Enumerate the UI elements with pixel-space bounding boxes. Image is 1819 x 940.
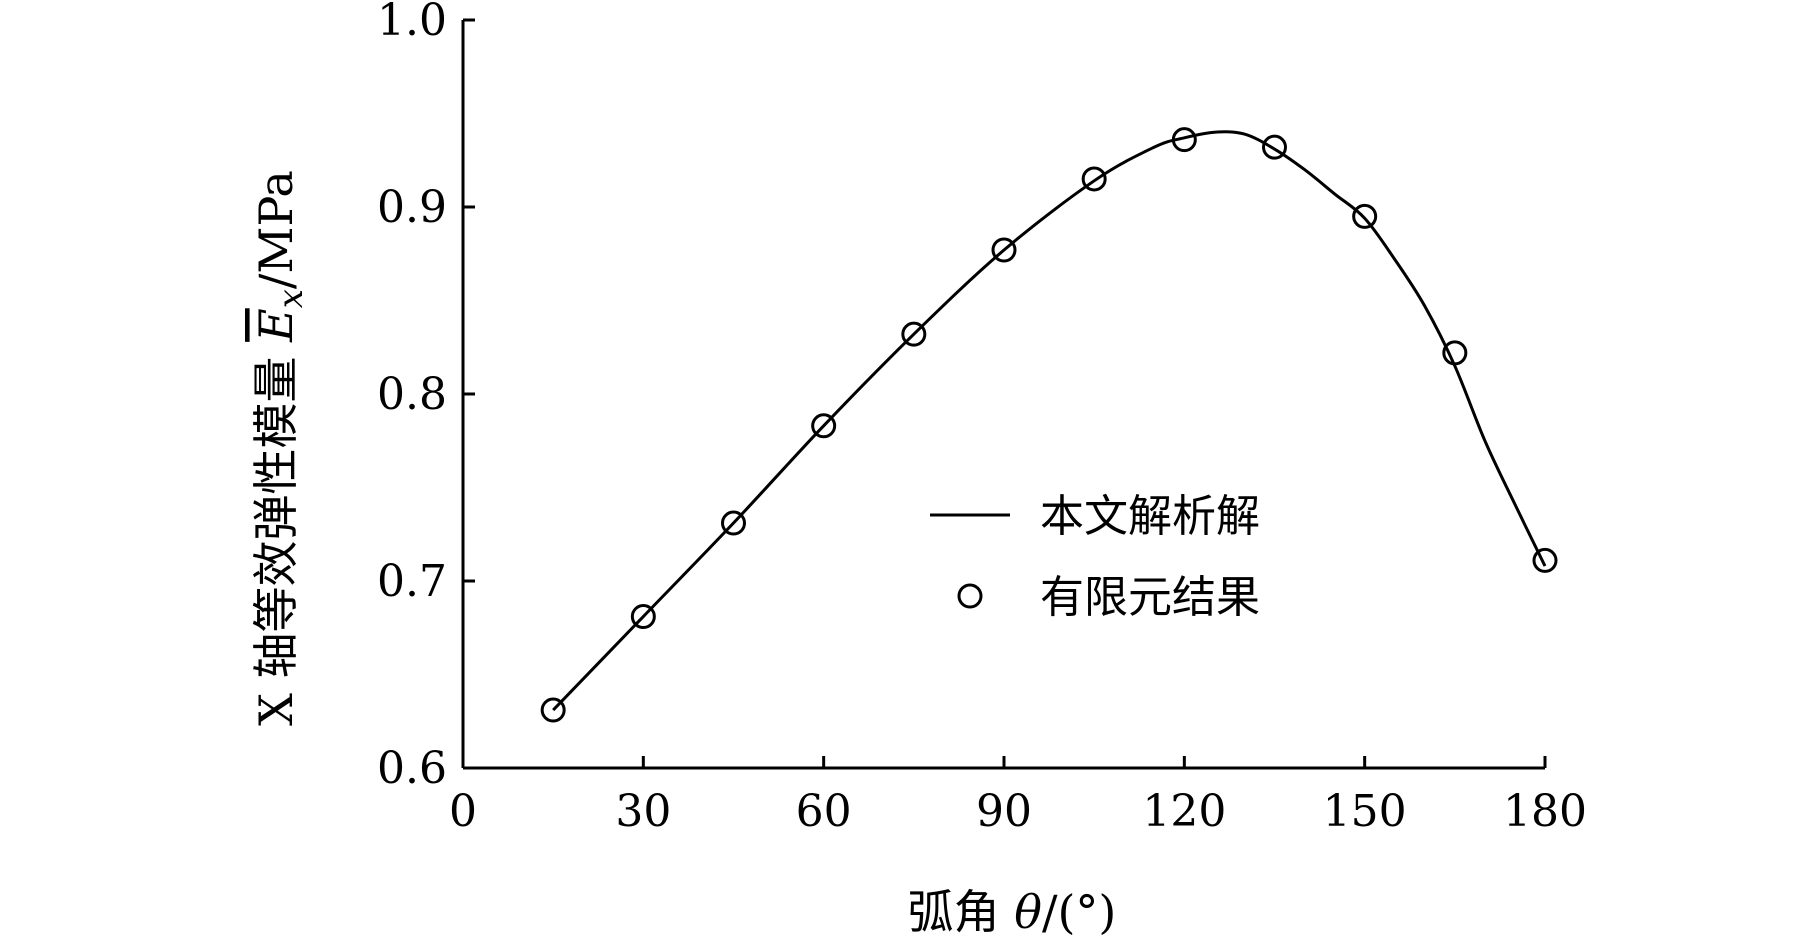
legend: 本文解析解 有限元结果 (930, 491, 1260, 623)
y-tick-label: 0.8 (377, 369, 447, 420)
fem-data-point (1532, 547, 1558, 573)
fem-data-point (1171, 127, 1197, 153)
y-axis-title-subscript: x (271, 289, 311, 308)
x-axis-title: 弧角 θ/(°) (908, 885, 1117, 939)
y-tick-label: 0.9 (377, 182, 447, 233)
analytic-solution-series (552, 130, 1547, 712)
fem-data-point (630, 604, 656, 630)
fem-data-point (1081, 166, 1107, 192)
y-tick-label: 1.0 (377, 0, 447, 46)
y-axis-title-symbol: E (249, 308, 303, 343)
fem-data-point (721, 510, 746, 536)
legend-circle-swatch (957, 583, 983, 609)
x-axis-title-symbol: θ (1014, 885, 1042, 939)
fem-data-point (1262, 134, 1287, 160)
y-tick-label: 0.6 (377, 743, 447, 794)
x-tick-label: 0 (449, 786, 477, 837)
fem-data-point (991, 237, 1017, 263)
x-tick-label: 30 (615, 786, 671, 837)
analytic-solution-line (552, 130, 1547, 712)
legend-label-analytic: 本文解析解 (1040, 491, 1260, 542)
axes (461, 20, 1545, 770)
y-axis-title: X 轴等效弹性模量 Ex/MPa (249, 170, 311, 726)
y-axis-title-suffix: /MPa (249, 170, 303, 289)
legend-label-fem: 有限元结果 (1040, 572, 1260, 623)
x-axis-title-prefix: 弧角 (908, 885, 1015, 939)
x-tick-label: 180 (1503, 786, 1587, 837)
fem-data-point (1352, 203, 1378, 229)
y-axis-title-prefix: X 轴等效弹性模量 (249, 342, 303, 726)
fem-data-point (540, 697, 566, 723)
x-axis-title-suffix: /(°) (1042, 885, 1116, 939)
fem-data-point (1442, 340, 1468, 366)
y-tick-label: 0.7 (377, 556, 447, 607)
fem-result-series (540, 127, 1558, 723)
x-tick-label: 60 (796, 786, 852, 837)
x-tick-label: 120 (1142, 786, 1226, 837)
y-axis-ticks: 0.6 0.7 0.8 0.9 1.0 (377, 0, 475, 794)
fem-data-point (901, 321, 927, 347)
fem-data-point (811, 413, 837, 439)
x-tick-label: 90 (976, 786, 1032, 837)
x-axis-ticks: 0 30 60 90 120 150 180 (449, 756, 1587, 837)
x-tick-label: 150 (1323, 786, 1407, 837)
